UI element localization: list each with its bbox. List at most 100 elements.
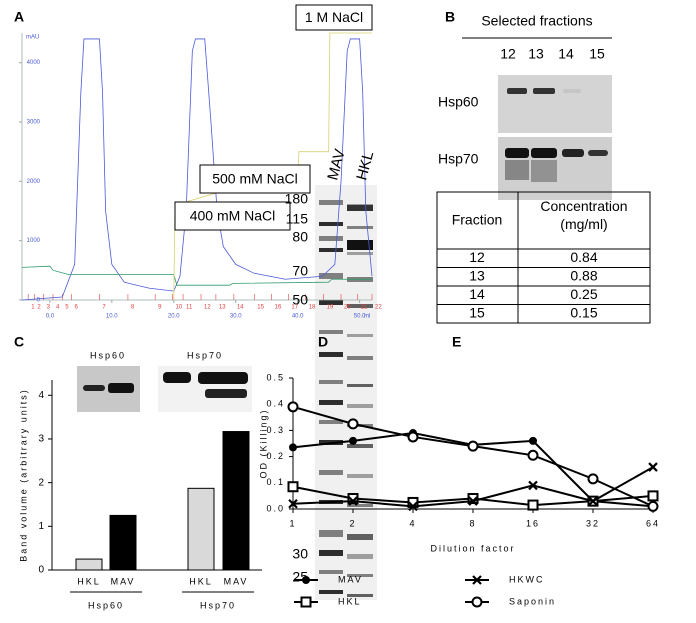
band [347,252,373,255]
marker [347,493,359,505]
panel-label: C [14,334,24,350]
y-axis-label: Band volume (arbitrary units) [18,388,28,562]
marker [287,481,299,493]
band [108,383,134,393]
y-tick-label: 3000 [27,120,41,126]
marker [647,500,659,512]
band [347,226,373,229]
band [319,352,343,357]
marker [648,462,658,472]
fraction-label: 7 [102,305,106,311]
x-axis-label: ml [364,314,370,320]
band [319,590,343,594]
fraction-label: 8 [131,305,135,311]
lane-label: MAV [324,147,349,182]
panel-label: B [445,9,455,25]
marker [302,576,310,584]
x-tick-label: 20.0 [168,314,180,320]
band [319,470,343,475]
fraction-label: 20 [344,305,351,311]
table-cell: 0.84 [570,249,597,265]
y-tick-label: 0.2 [266,451,285,461]
band [319,236,343,241]
fraction-label: 9 [158,305,162,311]
panel-label: D [318,334,328,350]
band [347,240,373,250]
inset-label: Hsp60 [90,350,126,360]
marker [527,449,539,461]
band [347,504,373,507]
x-tick-label: MAV [224,576,249,586]
marker [467,493,479,505]
band [347,304,373,308]
marker [467,440,479,452]
table-header: Fraction [452,212,503,228]
lane-label: 13 [528,46,544,62]
blot-row-label: Hsp60 [438,94,479,110]
x-tick-label: 16 [526,518,540,528]
marker [287,401,299,413]
band [319,273,343,279]
table-cell: 12 [469,249,485,265]
marker [529,436,537,445]
marker [288,498,298,509]
fraction-label: 15 [257,305,264,311]
fraction-label: 1 [31,305,35,311]
group-label: Hsp60 [88,600,124,610]
annotation: 500 mM NaCl [212,171,298,187]
y-tick-label: 0.1 [266,477,285,487]
band [505,148,529,158]
blot-row-label: Hsp70 [438,151,479,167]
marker [472,575,482,585]
y-tick-label: 2000 [27,179,41,185]
band [83,385,105,391]
marker [527,499,539,511]
legend-label: MAV [338,574,363,584]
y-axis-label: OD (Killing) [258,408,268,478]
mw-marker: 180 [285,191,309,207]
annotation: 1 M NaCl [305,9,363,25]
fraction-label: 11 [186,305,193,311]
marker [587,473,599,485]
marker [348,496,358,506]
band [319,400,343,405]
y-tick-label: 4000 [27,60,41,66]
band [507,88,527,94]
band [198,372,248,384]
band [205,389,247,398]
y-tick-label: 0.5 [266,372,285,382]
marker [588,496,598,506]
mw-marker: 30 [292,546,308,562]
band [347,554,373,559]
band [562,149,584,157]
trace [21,265,372,286]
marker [647,490,659,502]
x-tick-label: HKL [189,576,213,586]
band [319,300,343,305]
band [347,534,373,540]
band [319,222,343,226]
band [347,356,373,360]
x-tick-label: 8 [469,518,476,528]
y-tick-label: 0.4 [266,399,285,409]
band [347,384,373,387]
fraction-label: 21 [361,305,368,311]
table-header: Concentration (mg/ml) [540,198,628,232]
marker [289,443,297,452]
lane-label: 12 [500,46,516,62]
fraction-label: 2 [37,305,41,311]
band [319,530,343,537]
band [531,160,557,182]
band [347,334,373,337]
table-cell: 0.25 [570,286,597,302]
marker [528,480,538,491]
panel-label: A [14,9,24,25]
table-cell: 0.15 [570,305,597,321]
lane-label: 15 [589,46,605,62]
x-tick-label: 64 [646,518,660,528]
bar [75,558,103,571]
x-tick-label: 2 [349,518,356,528]
band [347,574,373,577]
x-tick-label: 30.0 [230,314,242,320]
